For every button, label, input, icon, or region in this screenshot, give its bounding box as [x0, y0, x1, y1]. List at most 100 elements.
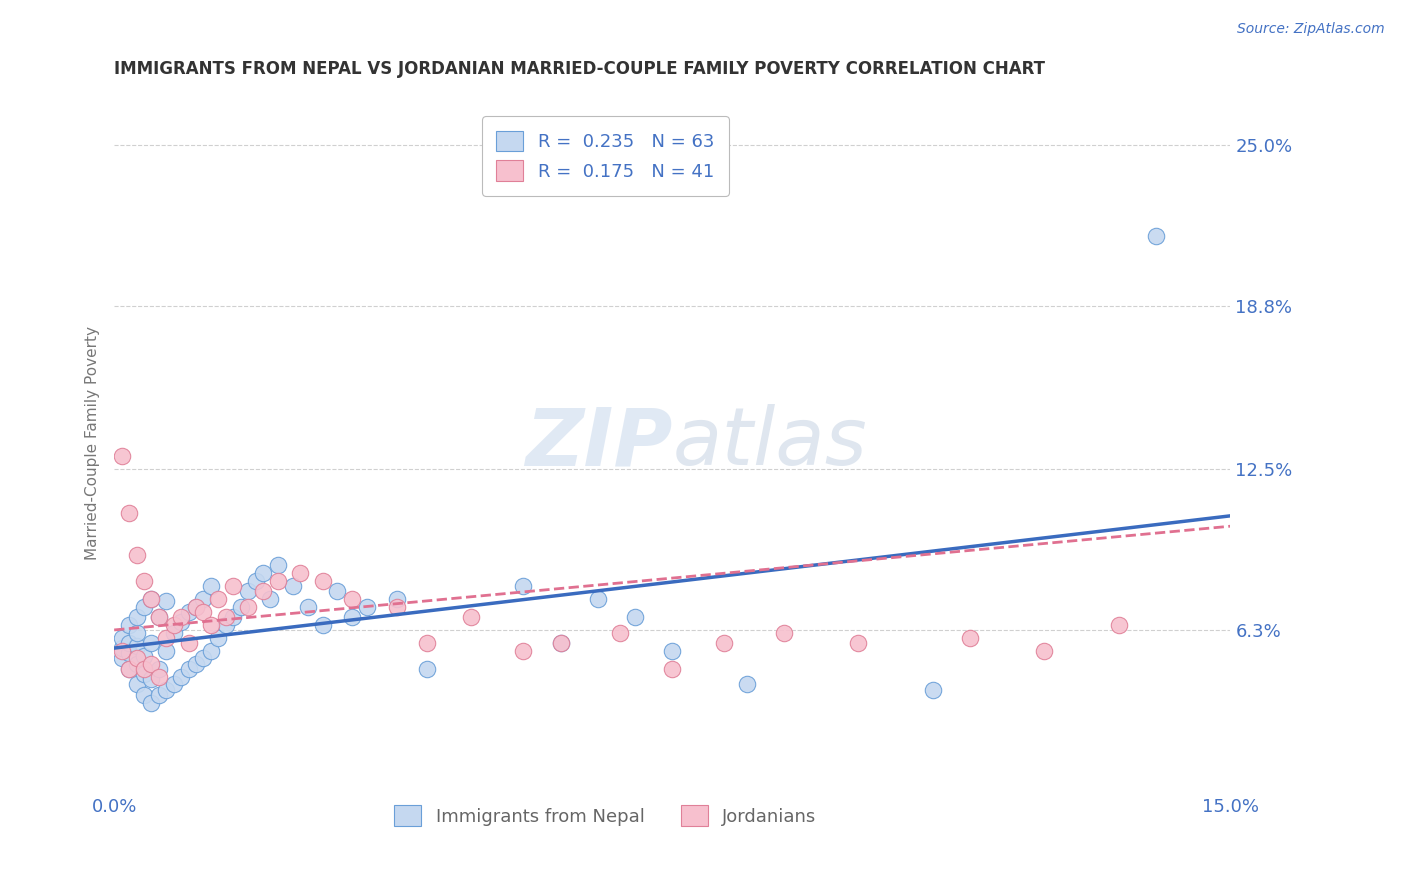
Point [155, 594, 177, 608]
Point [118, 662, 141, 676]
Point [141, 636, 163, 650]
Point [222, 579, 245, 593]
Point [132, 662, 155, 676]
Legend: Immigrants from Nepal, Jordanians: Immigrants from Nepal, Jordanians [387, 798, 824, 833]
Point [148, 662, 170, 676]
Text: ZIP: ZIP [524, 404, 672, 483]
Point [385, 591, 408, 606]
Point [155, 682, 177, 697]
Point [111, 631, 134, 645]
Point [125, 651, 148, 665]
Point [118, 662, 141, 676]
Point [385, 599, 408, 614]
Point [550, 636, 572, 650]
Point [207, 591, 229, 606]
Point [148, 688, 170, 702]
Point [170, 670, 193, 684]
Point [311, 574, 333, 588]
Text: atlas: atlas [672, 404, 868, 483]
Point [141, 591, 163, 606]
Point [586, 591, 609, 606]
Point [184, 657, 207, 671]
Point [141, 672, 163, 686]
Point [111, 651, 134, 665]
Text: Source: ZipAtlas.com: Source: ZipAtlas.com [1237, 22, 1385, 37]
Point [609, 625, 631, 640]
Point [281, 579, 304, 593]
Point [111, 641, 134, 656]
Point [193, 651, 215, 665]
Point [155, 631, 177, 645]
Point [111, 449, 134, 463]
Point [713, 636, 735, 650]
Point [148, 610, 170, 624]
Text: IMMIGRANTS FROM NEPAL VS JORDANIAN MARRIED-COUPLE FAMILY POVERTY CORRELATION CHA: IMMIGRANTS FROM NEPAL VS JORDANIAN MARRI… [114, 60, 1045, 78]
Point [236, 599, 259, 614]
Point [512, 579, 534, 593]
Point [229, 599, 252, 614]
Point [184, 599, 207, 614]
Point [118, 617, 141, 632]
Point [460, 610, 482, 624]
Point [148, 670, 170, 684]
Point [416, 636, 439, 650]
Point [141, 696, 163, 710]
Point [416, 662, 439, 676]
Point [342, 610, 364, 624]
Point [177, 605, 200, 619]
Point [207, 631, 229, 645]
Point [132, 599, 155, 614]
Point [193, 591, 215, 606]
Point [118, 646, 141, 660]
Point [125, 657, 148, 671]
Point [342, 591, 364, 606]
Point [132, 574, 155, 588]
Point [624, 610, 647, 624]
Point [155, 643, 177, 657]
Point [215, 617, 238, 632]
Point [118, 636, 141, 650]
Point [1033, 643, 1056, 657]
Point [773, 625, 796, 640]
Point [356, 599, 378, 614]
Point [163, 617, 186, 632]
Point [148, 610, 170, 624]
Point [1108, 617, 1130, 632]
Point [311, 617, 333, 632]
Point [735, 677, 758, 691]
Point [141, 591, 163, 606]
Y-axis label: Married-Couple Family Poverty: Married-Couple Family Poverty [86, 326, 100, 560]
Point [215, 610, 238, 624]
Point [200, 617, 222, 632]
Point [141, 657, 163, 671]
Point [252, 584, 274, 599]
Point [132, 648, 155, 663]
Point [125, 610, 148, 624]
Point [125, 548, 148, 562]
Point [267, 574, 290, 588]
Point [297, 599, 319, 614]
Point [661, 662, 683, 676]
Point [661, 643, 683, 657]
Point [236, 584, 259, 599]
Point [222, 610, 245, 624]
Point [326, 584, 349, 599]
Point [170, 610, 193, 624]
Point [252, 566, 274, 580]
Point [177, 636, 200, 650]
Point [177, 662, 200, 676]
Point [132, 688, 155, 702]
Point [267, 558, 290, 573]
Point [200, 579, 222, 593]
Point [259, 591, 281, 606]
Point [118, 506, 141, 520]
Point [550, 636, 572, 650]
Point [245, 574, 267, 588]
Point [132, 667, 155, 681]
Point [512, 643, 534, 657]
Point [125, 639, 148, 653]
Point [111, 643, 134, 657]
Point [848, 636, 870, 650]
Point [193, 605, 215, 619]
Point [184, 599, 207, 614]
